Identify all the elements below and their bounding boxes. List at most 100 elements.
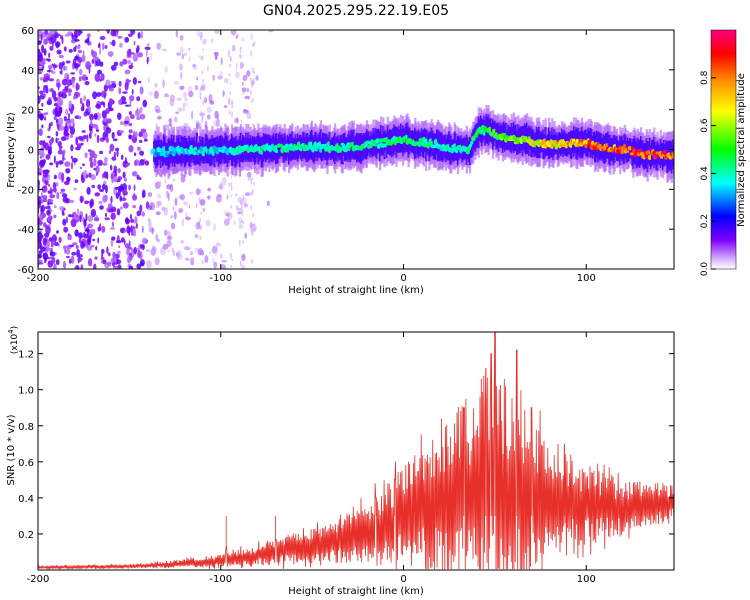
spectrogram-noise-blob <box>155 233 158 241</box>
spectrogram-noise-blob <box>77 49 82 54</box>
spectrogram-y-label: Frequency (Hz) <box>6 112 17 188</box>
spectrogram-streak <box>231 100 233 105</box>
spectrogram-noise-blob <box>266 200 270 207</box>
spectrogram-noise-blob <box>147 77 150 84</box>
spectrogram-noise-blob <box>48 237 53 242</box>
spectrogram-noise-blob <box>268 30 274 33</box>
spectrogram-streak <box>231 258 233 261</box>
spectrogram-noise-blob <box>118 87 122 95</box>
spectrogram-noise-blob <box>78 232 83 239</box>
spectrogram-noise-blob <box>119 195 122 202</box>
spectrogram-noise-blob <box>39 53 43 62</box>
spectrogram-noise-blob <box>124 120 129 125</box>
spectrogram-noise-blob <box>94 256 98 260</box>
spectrogram-x-tick-label: 100 <box>577 273 596 284</box>
snr-x-tick-label: -200 <box>27 574 50 585</box>
spectrogram-streak <box>240 200 242 205</box>
spectrogram-noise-blob <box>215 242 221 247</box>
spectrogram-streak <box>202 101 204 105</box>
spectrogram-streak <box>252 67 254 73</box>
spectrogram-noise-blob <box>128 247 133 250</box>
spectrogram-noise-blob <box>246 112 252 120</box>
spectrogram-noise-blob <box>119 206 123 210</box>
spectrogram-noise-blob <box>129 114 135 120</box>
spectrogram-noise-blob <box>112 265 119 269</box>
spectrogram-noise-blob <box>157 193 162 199</box>
spectrogram-noise-blob <box>45 225 51 235</box>
spectrogram-noise-blob <box>228 97 231 106</box>
spectrogram-noise-blob <box>49 88 54 93</box>
spectrogram-noise-blob <box>94 192 101 197</box>
spectrogram-noise-blob <box>87 258 93 267</box>
spectrogram-ridge-core <box>274 149 280 154</box>
spectrogram-noise-blob <box>90 119 93 127</box>
spectrogram-ridge-core <box>468 143 474 147</box>
spectrogram-noise-blob <box>65 108 68 116</box>
spectrogram-noise-blob <box>61 92 67 99</box>
spectrogram-noise-blob <box>83 218 86 227</box>
spectrogram-noise-blob <box>48 261 50 264</box>
spectrogram-noise-blob <box>63 46 67 52</box>
spectrogram-noise-blob <box>43 76 47 80</box>
spectrogram-noise-blob <box>104 217 110 221</box>
spectrogram-noise-blob <box>196 30 200 37</box>
spectrogram-noise-blob <box>172 206 175 211</box>
spectrogram-noise-blob <box>74 179 79 184</box>
colorbar-tick-label: 0.2 <box>700 214 710 228</box>
spectrogram-noise-blob <box>58 62 63 70</box>
spectrogram-noise-blob <box>137 80 142 84</box>
spectrogram-noise-blob <box>123 229 127 233</box>
spectrogram-noise-blob <box>77 84 80 90</box>
spectrogram-noise-blob <box>90 208 97 218</box>
spectrogram-noise-blob <box>56 192 60 200</box>
spectrogram-noise-blob <box>128 33 133 37</box>
spectrogram-noise-blob <box>48 122 51 130</box>
spectrogram-noise-blob <box>77 56 83 64</box>
spectrogram-noise-blob <box>82 76 86 81</box>
spectrogram-noise-blob <box>44 142 49 151</box>
spectrogram-noise-blob <box>204 255 209 263</box>
spectrogram-noise-blob <box>120 197 127 201</box>
spectrogram-y-tick-label: 20 <box>21 106 34 117</box>
spectrogram-streak <box>230 194 232 197</box>
spectrogram-noise-blob <box>61 78 68 86</box>
spectrogram-noise-blob <box>96 215 98 219</box>
spectrogram-streak <box>250 181 253 185</box>
spectrogram-marks <box>38 30 674 269</box>
spectrogram-noise-blob <box>120 237 125 243</box>
spectrogram-noise-blob <box>139 107 143 114</box>
spectrogram-noise-blob <box>145 48 148 57</box>
spectrogram-noise-blob <box>66 74 69 83</box>
spectrogram-streak <box>200 57 203 61</box>
spectrogram-noise-blob <box>190 251 193 256</box>
spectrogram-noise-blob <box>75 91 81 98</box>
snr-frame <box>37 331 675 571</box>
snr-y-tick-label: 0.6 <box>18 458 34 469</box>
spectrogram-noise-blob <box>142 131 148 139</box>
spectrogram-noise-blob <box>128 265 134 269</box>
spectrogram-noise-blob <box>116 149 119 158</box>
spectrogram-noise-blob <box>130 52 135 55</box>
spectrogram-noise-blob <box>122 171 126 179</box>
spectrogram-noise-blob <box>73 187 77 191</box>
spectrogram-noise-blob <box>131 171 138 177</box>
spectrogram-streak <box>230 182 232 186</box>
spectrogram-noise-blob <box>110 174 113 179</box>
spectrogram-noise-blob <box>110 257 116 263</box>
spectrogram-noise-blob <box>230 30 237 36</box>
spectrogram-noise-blob <box>86 238 92 244</box>
spectrogram-noise-blob <box>144 46 151 51</box>
spectrogram-noise-blob <box>124 82 129 91</box>
spectrogram-noise-blob <box>155 109 161 114</box>
spectrogram-noise-blob <box>139 86 144 95</box>
spectrogram-noise-blob <box>41 102 44 107</box>
spectrogram-noise-blob <box>117 250 121 255</box>
spectrogram-noise-blob <box>126 49 131 58</box>
spectrogram-streak <box>230 185 233 191</box>
spectrogram-noise-blob <box>68 214 74 218</box>
spectrogram-noise-blob <box>88 172 92 178</box>
spectrogram-noise-blob <box>94 113 98 120</box>
spectrogram-noise-blob <box>118 80 122 87</box>
spectrogram-noise-blob <box>94 133 97 137</box>
spectrogram-noise-blob <box>85 61 91 70</box>
